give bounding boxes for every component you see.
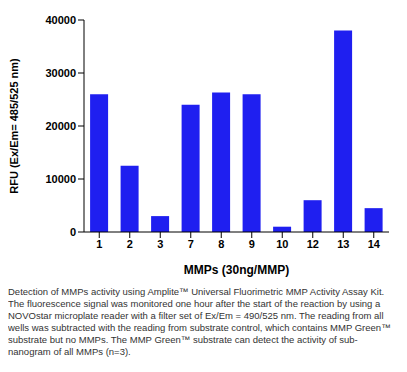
svg-text:2: 2 xyxy=(127,238,133,250)
svg-text:10000: 10000 xyxy=(45,173,76,185)
svg-text:12: 12 xyxy=(307,238,319,250)
svg-text:8: 8 xyxy=(218,238,224,250)
svg-text:10: 10 xyxy=(276,238,288,250)
svg-text:MMPs (30ng/MMP): MMPs (30ng/MMP) xyxy=(184,263,289,277)
svg-text:40000: 40000 xyxy=(45,14,76,26)
svg-text:7: 7 xyxy=(188,238,194,250)
svg-text:3: 3 xyxy=(157,238,163,250)
svg-text:9: 9 xyxy=(249,238,255,250)
svg-text:14: 14 xyxy=(368,238,381,250)
html-text:Detection of MMPs activity usi: Detection of MMPs activity using Amplite… xyxy=(8,286,391,357)
svg-text:30000: 30000 xyxy=(45,67,76,79)
svg-text:1: 1 xyxy=(96,238,102,250)
svg-text:20000: 20000 xyxy=(45,120,76,132)
svg-text:RFU (Ex/Em= 485/525 nm): RFU (Ex/Em= 485/525 nm) xyxy=(8,58,20,194)
svg-text:13: 13 xyxy=(337,238,349,250)
svg-text:0: 0 xyxy=(70,226,76,238)
